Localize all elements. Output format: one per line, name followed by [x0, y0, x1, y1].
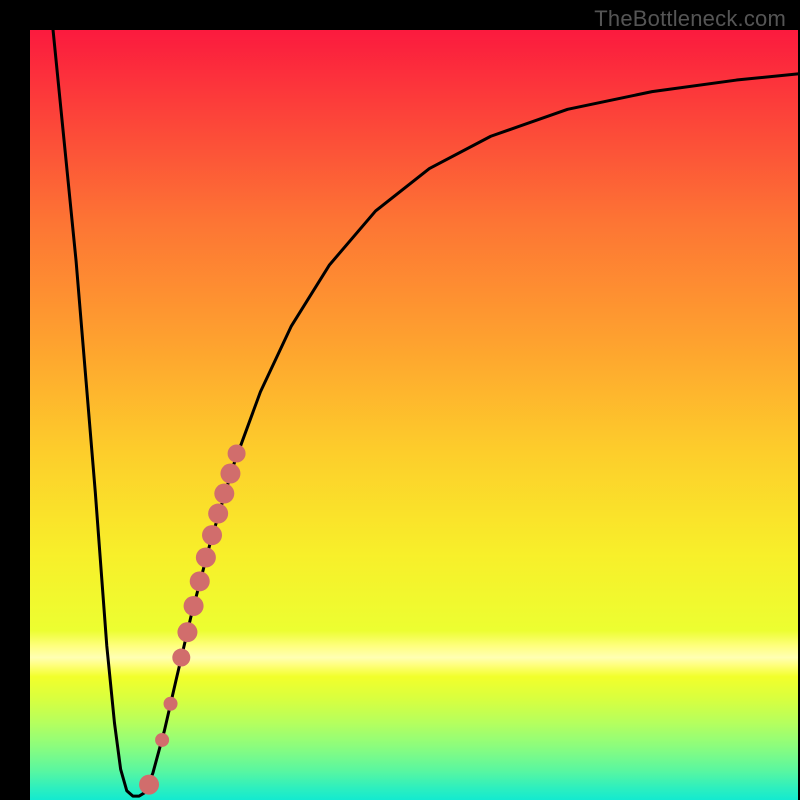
watermark-text: TheBottleneck.com [594, 6, 786, 32]
data-marker [196, 547, 216, 567]
data-marker [164, 697, 178, 711]
curve-layer [30, 30, 798, 800]
data-marker [172, 649, 190, 667]
data-marker [177, 622, 197, 642]
data-marker [139, 775, 159, 795]
data-marker [190, 571, 210, 591]
data-marker [220, 464, 240, 484]
plot-area [30, 30, 798, 800]
chart-canvas: TheBottleneck.com [0, 0, 800, 800]
data-marker [214, 484, 234, 504]
data-marker [208, 504, 228, 524]
data-marker [202, 525, 222, 545]
data-marker [155, 733, 169, 747]
data-marker [184, 596, 204, 616]
data-marker [228, 445, 246, 463]
bottleneck-curve [53, 30, 798, 796]
